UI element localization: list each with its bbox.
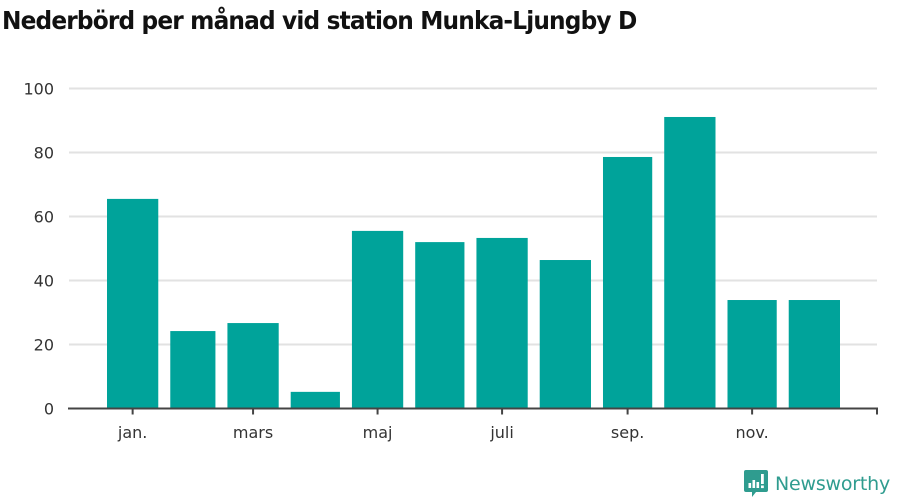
bar-okt (664, 116, 716, 409)
x-tick-label: nov. (735, 423, 768, 442)
bar-dec (788, 300, 840, 409)
bar-sep (602, 156, 653, 409)
bar-mars (227, 323, 279, 409)
bar-nov (727, 300, 777, 409)
brand-name: Newsworthy (775, 473, 891, 495)
chart-title: Nederbörd per månad vid station Munka-Lj… (2, 6, 637, 35)
bar-jan (107, 198, 159, 409)
bars (107, 116, 840, 409)
bar-feb (170, 331, 216, 409)
x-tick-label: juli (489, 423, 513, 442)
y-axis-ticks: 0 20 40 60 80 100 (23, 80, 54, 419)
newsworthy-logo: Newsworthy (744, 470, 890, 498)
y-tick-label: 100 (23, 80, 54, 99)
x-tick-label: sep. (611, 423, 644, 442)
x-tick-label: jan. (117, 423, 147, 442)
y-tick-label: 0 (44, 400, 54, 419)
y-tick-label: 80 (34, 144, 54, 163)
x-axis: jan. mars maj juli sep. nov. (68, 407, 878, 442)
y-tick-label: 60 (34, 208, 54, 227)
bar-aug (539, 260, 591, 409)
bar-chart-exclamation-icon (744, 470, 768, 497)
y-tick-label: 20 (34, 336, 54, 355)
x-tick-label: maj (363, 423, 393, 442)
bar-juli (476, 237, 528, 409)
y-tick-label: 40 (34, 272, 54, 291)
x-tick-label: mars (233, 423, 273, 442)
bar-maj (351, 230, 404, 409)
bar-apr (290, 391, 340, 409)
bar-juni (415, 242, 465, 409)
